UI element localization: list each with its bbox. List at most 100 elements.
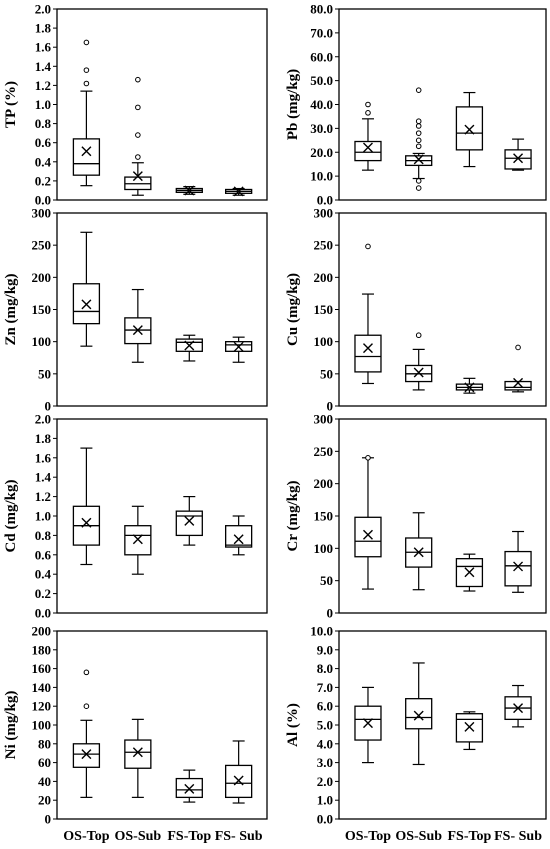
mean-marker (362, 142, 373, 153)
y-tick-label: 200 (32, 270, 52, 285)
outlier-point (415, 178, 422, 184)
y-tick-label: 1.8 (35, 21, 52, 36)
outlier-point (415, 137, 422, 144)
y-tick-label: 1.0 (35, 97, 51, 112)
box-os-top (354, 243, 382, 385)
y-tick-label: 120 (32, 699, 52, 714)
box-os-top (354, 686, 382, 764)
y-tick-label: 150 (314, 509, 334, 524)
y-tick-label: 1.8 (35, 431, 52, 446)
box-os-sub (405, 512, 433, 591)
y-tick-label: 250 (32, 238, 52, 253)
mean-marker (513, 377, 524, 388)
box-fs-top (175, 334, 203, 362)
y-tick-label: 1.2 (35, 489, 51, 504)
box-fs-sub (224, 740, 253, 804)
y-tick-label: 10.0 (310, 169, 333, 184)
box-fs-top (455, 711, 484, 751)
iqr-box (175, 510, 203, 537)
mean-marker (132, 171, 143, 182)
y-tick-label: 0 (45, 399, 52, 414)
box-os-sub (405, 332, 433, 391)
x-category-label: FS- Sub (215, 829, 263, 844)
box-os-top (354, 455, 382, 590)
chart-panel-8: 0.0 1.0 2.0 3.0 4.0 5.0 6.0 7.0 8.0 9.0 10.0 Al (%) (285, 624, 547, 827)
box-fs-top (455, 553, 484, 592)
mean-marker (233, 775, 244, 786)
mean-marker (513, 703, 524, 714)
iqr-box (124, 739, 152, 769)
iqr-box (405, 698, 433, 730)
y-axis-label: Zn (mg/kg) (3, 273, 19, 345)
y-axis-label: TP (%) (3, 81, 19, 128)
y-tick-label: 100 (32, 718, 52, 733)
mean-marker (464, 124, 475, 135)
y-tick-label: 0.0 (35, 193, 51, 208)
outlier-point (135, 154, 141, 160)
outlier-point (415, 332, 422, 339)
y-tick-label: 200 (314, 476, 334, 491)
y-axis-label: Cd (mg/kg) (3, 480, 19, 553)
y-tick-label: 250 (314, 444, 334, 459)
mean-marker (132, 747, 143, 758)
y-tick-label: 100 (314, 334, 334, 349)
y-tick-label: 150 (32, 302, 52, 317)
y-tick-label: 0 (327, 399, 334, 414)
y-tick-label: 0.8 (35, 116, 52, 131)
box-fs-sub (504, 138, 532, 171)
x-category-label: OS-Sub (395, 829, 442, 844)
y-tick-label: 60.0 (310, 49, 333, 64)
y-tick-label: 200 (32, 624, 52, 639)
box-fs-sub (224, 186, 253, 197)
box-fs-top (175, 185, 203, 196)
mean-marker (233, 341, 244, 352)
mean-marker (81, 299, 92, 310)
iqr-box (354, 516, 382, 558)
y-tick-label: 60 (38, 755, 51, 770)
y-tick-label: 20 (38, 793, 51, 808)
y-axis-label: Pb (mg/kg) (285, 69, 301, 140)
outlier-point (83, 67, 90, 73)
y-tick-label: 4.0 (317, 736, 333, 751)
outlier-point (365, 243, 371, 250)
y-tick-label: 50 (320, 573, 333, 588)
chart-panel-5: 0.0 0.2 0.4 0.6 0.8 1.0 1.2 1.4 1.6 1.8 2.0 Cd (mg/… (3, 412, 268, 621)
box-fs-sub (504, 684, 532, 728)
outlier-point (365, 101, 371, 108)
outlier-point (365, 455, 371, 461)
y-axis-label: Al (%) (285, 703, 301, 747)
outlier-point (415, 118, 422, 125)
y-tick-label: 0.6 (35, 135, 52, 150)
y-tick-label: 20.0 (310, 145, 333, 160)
box-os-top (72, 447, 101, 566)
mean-marker (513, 153, 524, 164)
outlier-point (365, 110, 371, 116)
y-tick-label: 160 (32, 661, 52, 676)
y-tick-label: 80 (38, 736, 51, 751)
y-tick-label: 10.0 (310, 624, 333, 639)
mean-marker (233, 186, 244, 197)
y-tick-label: 1.0 (317, 793, 333, 808)
y-tick-label: 300 (32, 206, 52, 221)
iqr-box (72, 743, 101, 768)
box-os-sub (124, 505, 152, 575)
box-os-sub (405, 662, 433, 766)
mean-marker (413, 367, 424, 378)
y-tick-label: 0 (45, 812, 52, 827)
mean-marker (184, 185, 195, 196)
box-os-sub (124, 288, 152, 363)
y-tick-label: 300 (314, 206, 334, 221)
y-tick-label: 3.0 (317, 755, 333, 770)
y-tick-label: 1.6 (35, 450, 52, 465)
box-os-top (72, 231, 101, 347)
y-tick-label: 0 (327, 606, 334, 621)
box-os-sub (405, 87, 433, 191)
y-tick-label: 7.0 (317, 680, 333, 695)
x-category-label: OS-Top (63, 829, 109, 844)
mean-marker (362, 343, 373, 354)
mean-marker (184, 783, 195, 794)
outlier-point (135, 104, 141, 111)
plot-frame (338, 212, 547, 407)
y-tick-label: 40.0 (310, 97, 333, 112)
